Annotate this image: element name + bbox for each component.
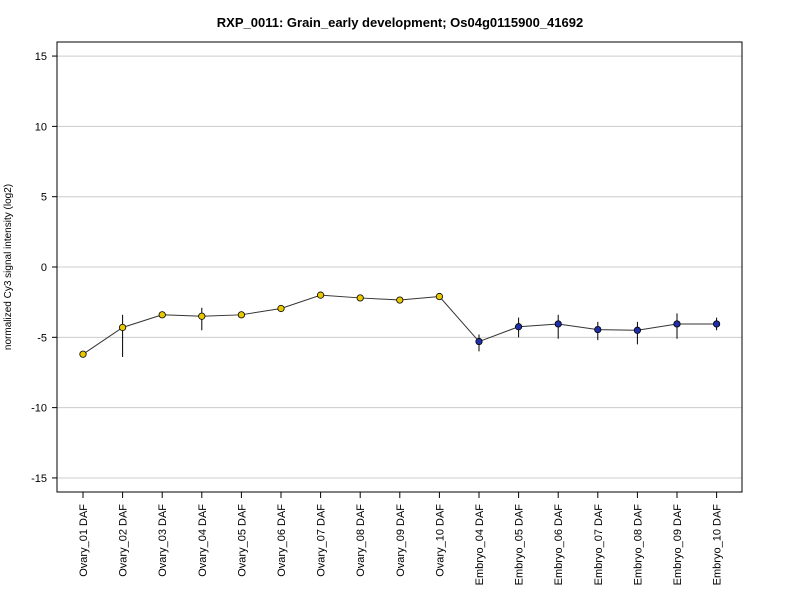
data-point — [237, 311, 245, 319]
data-point — [158, 311, 166, 319]
data-point — [514, 323, 523, 331]
x-tick-label: Embryo_05 DAF — [514, 504, 526, 586]
y-tick-label: -5 — [37, 332, 47, 344]
chart-title: RXP_0011: Grain_early development; Os04g… — [217, 15, 583, 30]
data-point — [673, 320, 681, 328]
x-tick-label: Ovary_07 DAF — [316, 504, 328, 577]
x-tick-label: Embryo_06 DAF — [553, 504, 565, 586]
data-point — [119, 323, 127, 332]
data-point — [554, 320, 562, 328]
series-line — [82, 294, 717, 355]
y-axis-label: normalized Cy3 signal intensity (log2) — [3, 184, 14, 350]
data-point — [475, 337, 483, 346]
y-tick-label: -10 — [31, 403, 47, 415]
y-tick-label: 15 — [35, 51, 47, 63]
x-tick-label: Ovary_08 DAF — [355, 504, 367, 577]
grid-lines — [57, 55, 742, 479]
data-point — [712, 320, 721, 328]
x-tick-label: Ovary_05 DAF — [236, 504, 248, 577]
y-tick-label: 0 — [41, 262, 47, 274]
x-tick-label: Embryo_09 DAF — [672, 504, 684, 586]
x-tick-label: Ovary_02 DAF — [118, 504, 130, 577]
x-axis: Ovary_01 DAF Ovary_02 DAF Ovary_03 DAF Ovar… — [78, 492, 724, 585]
series-expression — [79, 291, 721, 358]
data-point — [435, 292, 443, 301]
data-point — [396, 296, 404, 304]
x-tick-label: Ovary_06 DAF — [276, 504, 288, 577]
x-tick-label: Ovary_03 DAF — [157, 504, 169, 577]
x-tick-label: Embryo_10 DAF — [712, 504, 724, 586]
data-point — [594, 325, 602, 334]
y-tick-label: 10 — [35, 121, 47, 133]
x-tick-label: Ovary_04 DAF — [197, 504, 209, 577]
x-tick-label: Embryo_04 DAF — [474, 504, 486, 586]
data-point — [198, 312, 206, 320]
x-tick-label: Embryo_08 DAF — [632, 504, 644, 586]
data-point — [356, 294, 364, 302]
x-tick-label: Ovary_09 DAF — [395, 504, 407, 577]
x-tick-label: Ovary_01 DAF — [78, 504, 90, 577]
data-point — [316, 291, 325, 299]
y-axis: -15 -10 -5 0 5 10 15 — [31, 51, 57, 485]
data-point — [79, 350, 87, 358]
x-tick-label: Ovary_10 DAF — [434, 504, 446, 577]
x-tick-label: Embryo_07 DAF — [593, 504, 605, 586]
data-point — [633, 326, 642, 334]
y-tick-label: 5 — [41, 192, 47, 204]
data-point — [277, 304, 285, 313]
y-tick-label: -15 — [31, 473, 47, 485]
